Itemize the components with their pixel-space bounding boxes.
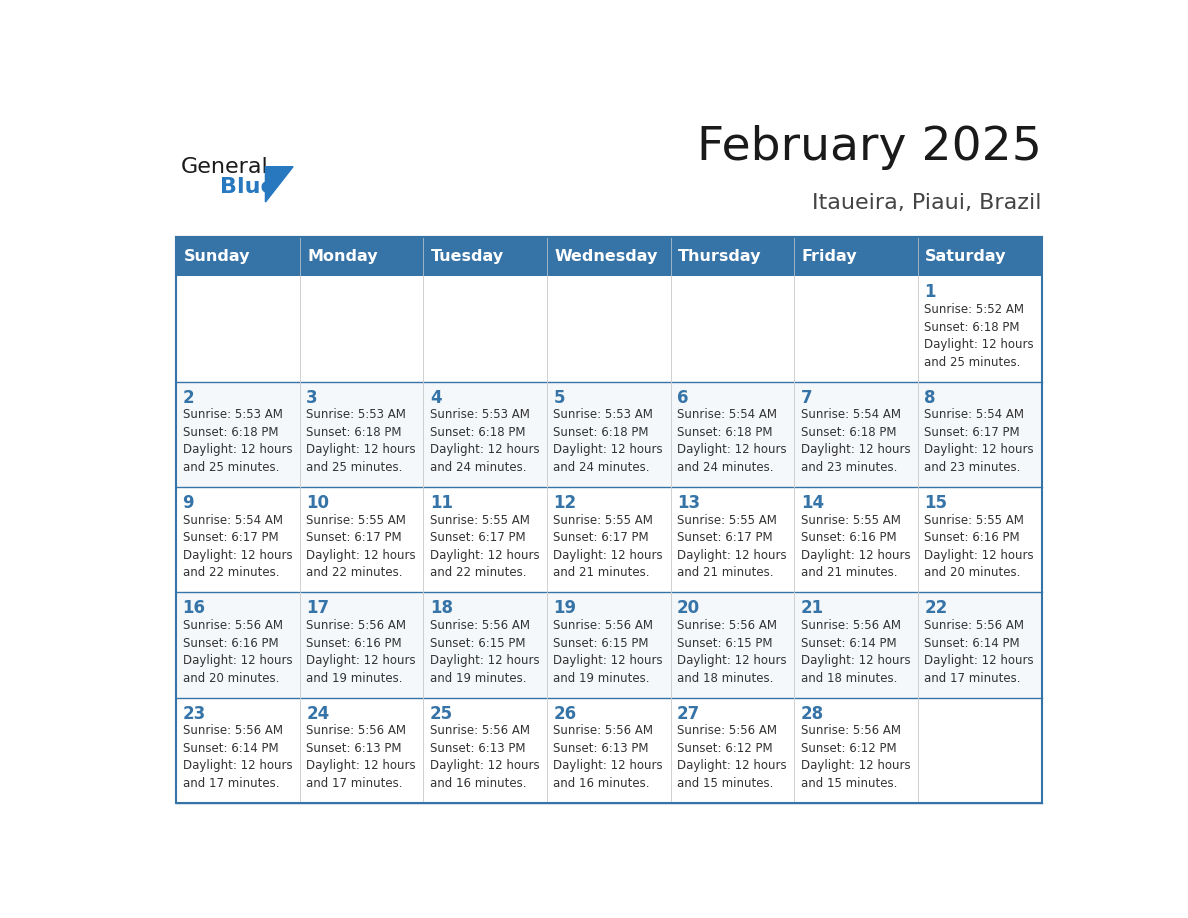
Text: 28: 28: [801, 705, 823, 722]
Text: Sunrise: 5:56 AM
Sunset: 6:13 PM
Daylight: 12 hours
and 16 minutes.: Sunrise: 5:56 AM Sunset: 6:13 PM Dayligh…: [554, 724, 663, 789]
FancyBboxPatch shape: [176, 698, 1042, 803]
Text: Sunrise: 5:56 AM
Sunset: 6:14 PM
Daylight: 12 hours
and 17 minutes.: Sunrise: 5:56 AM Sunset: 6:14 PM Dayligh…: [183, 724, 292, 789]
Text: Blue: Blue: [220, 177, 276, 197]
Text: Sunrise: 5:53 AM
Sunset: 6:18 PM
Daylight: 12 hours
and 24 minutes.: Sunrise: 5:53 AM Sunset: 6:18 PM Dayligh…: [554, 409, 663, 474]
Text: 11: 11: [430, 494, 453, 512]
Text: 27: 27: [677, 705, 701, 722]
Text: 7: 7: [801, 388, 813, 407]
Text: Saturday: Saturday: [925, 250, 1006, 264]
Text: Sunrise: 5:55 AM
Sunset: 6:17 PM
Daylight: 12 hours
and 21 minutes.: Sunrise: 5:55 AM Sunset: 6:17 PM Dayligh…: [677, 514, 786, 579]
Text: Sunrise: 5:56 AM
Sunset: 6:15 PM
Daylight: 12 hours
and 19 minutes.: Sunrise: 5:56 AM Sunset: 6:15 PM Dayligh…: [430, 619, 539, 685]
Text: Friday: Friday: [802, 250, 858, 264]
Text: 10: 10: [307, 494, 329, 512]
FancyBboxPatch shape: [176, 592, 1042, 698]
Text: 8: 8: [924, 388, 936, 407]
Text: Sunrise: 5:53 AM
Sunset: 6:18 PM
Daylight: 12 hours
and 24 minutes.: Sunrise: 5:53 AM Sunset: 6:18 PM Dayligh…: [430, 409, 539, 474]
Text: 2: 2: [183, 388, 194, 407]
Text: 6: 6: [677, 388, 689, 407]
Text: Sunrise: 5:53 AM
Sunset: 6:18 PM
Daylight: 12 hours
and 25 minutes.: Sunrise: 5:53 AM Sunset: 6:18 PM Dayligh…: [183, 409, 292, 474]
Text: Sunrise: 5:56 AM
Sunset: 6:12 PM
Daylight: 12 hours
and 15 minutes.: Sunrise: 5:56 AM Sunset: 6:12 PM Dayligh…: [677, 724, 786, 789]
Text: Sunrise: 5:56 AM
Sunset: 6:16 PM
Daylight: 12 hours
and 20 minutes.: Sunrise: 5:56 AM Sunset: 6:16 PM Dayligh…: [183, 619, 292, 685]
Text: 9: 9: [183, 494, 194, 512]
Text: General: General: [181, 157, 268, 177]
Text: 19: 19: [554, 599, 576, 617]
Text: 22: 22: [924, 599, 948, 617]
Text: 3: 3: [307, 388, 318, 407]
Text: 15: 15: [924, 494, 947, 512]
Text: Wednesday: Wednesday: [555, 250, 658, 264]
Text: Sunrise: 5:54 AM
Sunset: 6:17 PM
Daylight: 12 hours
and 22 minutes.: Sunrise: 5:54 AM Sunset: 6:17 PM Dayligh…: [183, 514, 292, 579]
Text: Sunrise: 5:56 AM
Sunset: 6:12 PM
Daylight: 12 hours
and 15 minutes.: Sunrise: 5:56 AM Sunset: 6:12 PM Dayligh…: [801, 724, 910, 789]
Text: Sunrise: 5:55 AM
Sunset: 6:16 PM
Daylight: 12 hours
and 20 minutes.: Sunrise: 5:55 AM Sunset: 6:16 PM Dayligh…: [924, 514, 1034, 579]
Text: Sunrise: 5:56 AM
Sunset: 6:14 PM
Daylight: 12 hours
and 18 minutes.: Sunrise: 5:56 AM Sunset: 6:14 PM Dayligh…: [801, 619, 910, 685]
FancyBboxPatch shape: [176, 276, 1042, 382]
Text: Sunrise: 5:56 AM
Sunset: 6:14 PM
Daylight: 12 hours
and 17 minutes.: Sunrise: 5:56 AM Sunset: 6:14 PM Dayligh…: [924, 619, 1034, 685]
Text: 5: 5: [554, 388, 565, 407]
Text: Sunrise: 5:54 AM
Sunset: 6:18 PM
Daylight: 12 hours
and 23 minutes.: Sunrise: 5:54 AM Sunset: 6:18 PM Dayligh…: [801, 409, 910, 474]
Text: 12: 12: [554, 494, 576, 512]
FancyBboxPatch shape: [176, 238, 1042, 276]
Text: Sunrise: 5:55 AM
Sunset: 6:17 PM
Daylight: 12 hours
and 21 minutes.: Sunrise: 5:55 AM Sunset: 6:17 PM Dayligh…: [554, 514, 663, 579]
Text: February 2025: February 2025: [696, 125, 1042, 170]
Text: Sunrise: 5:56 AM
Sunset: 6:13 PM
Daylight: 12 hours
and 16 minutes.: Sunrise: 5:56 AM Sunset: 6:13 PM Dayligh…: [430, 724, 539, 789]
FancyBboxPatch shape: [176, 382, 1042, 487]
Text: 1: 1: [924, 284, 936, 301]
Text: 18: 18: [430, 599, 453, 617]
Text: Sunrise: 5:55 AM
Sunset: 6:17 PM
Daylight: 12 hours
and 22 minutes.: Sunrise: 5:55 AM Sunset: 6:17 PM Dayligh…: [307, 514, 416, 579]
Text: Tuesday: Tuesday: [431, 250, 504, 264]
Text: 20: 20: [677, 599, 700, 617]
Text: 25: 25: [430, 705, 453, 722]
Text: Sunrise: 5:55 AM
Sunset: 6:17 PM
Daylight: 12 hours
and 22 minutes.: Sunrise: 5:55 AM Sunset: 6:17 PM Dayligh…: [430, 514, 539, 579]
Text: 14: 14: [801, 494, 823, 512]
Text: 13: 13: [677, 494, 700, 512]
Text: Thursday: Thursday: [678, 250, 762, 264]
Text: Sunrise: 5:54 AM
Sunset: 6:18 PM
Daylight: 12 hours
and 24 minutes.: Sunrise: 5:54 AM Sunset: 6:18 PM Dayligh…: [677, 409, 786, 474]
Text: 26: 26: [554, 705, 576, 722]
Text: 17: 17: [307, 599, 329, 617]
Text: Sunday: Sunday: [183, 250, 249, 264]
Text: Sunrise: 5:55 AM
Sunset: 6:16 PM
Daylight: 12 hours
and 21 minutes.: Sunrise: 5:55 AM Sunset: 6:16 PM Dayligh…: [801, 514, 910, 579]
Text: Sunrise: 5:56 AM
Sunset: 6:13 PM
Daylight: 12 hours
and 17 minutes.: Sunrise: 5:56 AM Sunset: 6:13 PM Dayligh…: [307, 724, 416, 789]
Text: Sunrise: 5:56 AM
Sunset: 6:15 PM
Daylight: 12 hours
and 18 minutes.: Sunrise: 5:56 AM Sunset: 6:15 PM Dayligh…: [677, 619, 786, 685]
Text: 4: 4: [430, 388, 442, 407]
Text: Itaueira, Piaui, Brazil: Itaueira, Piaui, Brazil: [813, 193, 1042, 213]
Polygon shape: [265, 167, 293, 202]
Text: 23: 23: [183, 705, 206, 722]
Text: Sunrise: 5:56 AM
Sunset: 6:16 PM
Daylight: 12 hours
and 19 minutes.: Sunrise: 5:56 AM Sunset: 6:16 PM Dayligh…: [307, 619, 416, 685]
Text: 16: 16: [183, 599, 206, 617]
Text: Sunrise: 5:56 AM
Sunset: 6:15 PM
Daylight: 12 hours
and 19 minutes.: Sunrise: 5:56 AM Sunset: 6:15 PM Dayligh…: [554, 619, 663, 685]
Text: Sunrise: 5:52 AM
Sunset: 6:18 PM
Daylight: 12 hours
and 25 minutes.: Sunrise: 5:52 AM Sunset: 6:18 PM Dayligh…: [924, 303, 1034, 369]
Text: 24: 24: [307, 705, 329, 722]
Text: 21: 21: [801, 599, 823, 617]
FancyBboxPatch shape: [176, 487, 1042, 592]
Text: Sunrise: 5:54 AM
Sunset: 6:17 PM
Daylight: 12 hours
and 23 minutes.: Sunrise: 5:54 AM Sunset: 6:17 PM Dayligh…: [924, 409, 1034, 474]
Text: Monday: Monday: [308, 250, 378, 264]
Text: Sunrise: 5:53 AM
Sunset: 6:18 PM
Daylight: 12 hours
and 25 minutes.: Sunrise: 5:53 AM Sunset: 6:18 PM Dayligh…: [307, 409, 416, 474]
